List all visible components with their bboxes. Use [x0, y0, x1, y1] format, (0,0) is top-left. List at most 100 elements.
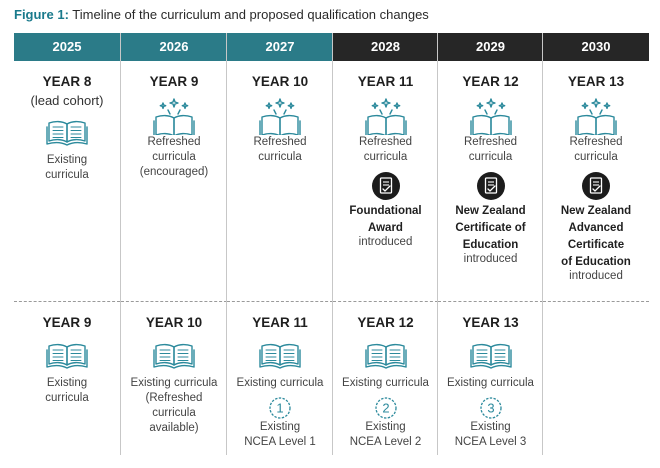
ncea-level-number: 3: [487, 401, 494, 416]
curricula-text: Existing: [46, 377, 88, 389]
column-2029: 2029 YEAR 12 Refreshed curricula New Zealand…: [437, 33, 543, 455]
year-header-2026: 2026: [121, 33, 227, 61]
column-2025: 2025 YEAR 8 (lead cohort) Existing curricula…: [14, 33, 120, 455]
ncea-text: Existing: [470, 421, 511, 433]
year-level-label: YEAR 13: [567, 74, 625, 89]
lead-cohort-label: (lead cohort): [30, 93, 104, 108]
certificate-badge-icon: [476, 172, 505, 200]
top-cell-2029: YEAR 12 Refreshed curricula New Zealand Cert…: [438, 61, 543, 301]
figure-title: Figure 1: Timeline of the curriculum and…: [14, 7, 429, 22]
introduced-text: introduced: [358, 236, 413, 248]
qualification-name: Advanced: [568, 222, 624, 234]
sparkle-book-icon: [259, 98, 301, 135]
introduced-text: introduced: [569, 270, 623, 282]
curricula-text: (encouraged): [139, 166, 209, 178]
qualification-name: Certificate of: [455, 222, 526, 234]
figure-label: Figure 1:: [14, 7, 69, 22]
curricula-text: Existing curricula: [130, 377, 218, 389]
year-level-label: YEAR 12: [462, 74, 519, 89]
curricula-text: curricula: [363, 151, 408, 163]
qualification-name: New Zealand: [455, 205, 526, 217]
open-book-icon: [469, 343, 512, 369]
ncea-level-number: 1: [276, 401, 283, 416]
column-2027: 2027 YEAR 10 Refreshed curricula YEAR 11 Exis…: [226, 33, 333, 455]
certificate-badge-icon: [582, 172, 610, 200]
curricula-text: available): [149, 422, 199, 434]
year-level-label: YEAR 11: [357, 74, 414, 89]
bottom-cell-2026: YEAR 10 Existing curricula (Refreshed curri…: [121, 301, 227, 456]
curricula-text: (Refreshed: [145, 392, 203, 404]
open-book-icon: [364, 343, 407, 369]
curricula-text: curricula: [152, 407, 196, 419]
bottom-cell-2027: YEAR 11 Existing curricula 1 Existing NCEA L…: [227, 301, 333, 456]
ncea-text: NCEA Level 3: [454, 436, 527, 448]
open-book-icon: [153, 343, 195, 369]
year-level-label: YEAR 12: [357, 315, 414, 330]
qualification-name: New Zealand: [560, 205, 632, 217]
curricula-text: Existing: [46, 154, 88, 166]
year-header-2027: 2027: [227, 33, 333, 61]
year-level-label: YEAR 10: [145, 315, 203, 330]
year-level-label: YEAR 8: [42, 74, 92, 89]
curricula-text: Refreshed: [147, 136, 201, 148]
open-book-icon: [259, 343, 301, 369]
ncea-text: NCEA Level 2: [349, 436, 422, 448]
curricula-text: curricula: [574, 151, 618, 163]
top-cell-2028: YEAR 11 Refreshed curricula Foundational Awa…: [333, 61, 438, 301]
ncea-text: NCEA Level 1: [244, 436, 316, 448]
curricula-text: curricula: [258, 151, 302, 163]
open-book-icon: [46, 120, 88, 146]
bottom-cell-2028: YEAR 12 Existing curricula 2 Existing NCEA L…: [333, 301, 438, 456]
curricula-text: Existing curricula: [342, 377, 429, 389]
ncea-level-icon: 1: [269, 397, 291, 419]
qualification-name: of Education: [561, 256, 631, 268]
curricula-text: Refreshed: [463, 136, 518, 148]
year-level-label: YEAR 11: [252, 315, 308, 330]
open-book-icon: [46, 343, 88, 369]
ncea-text: Existing: [365, 421, 406, 433]
bottom-cell-2030: [543, 301, 649, 456]
year-level-label: YEAR 10: [251, 74, 309, 89]
year-level-label: YEAR 9: [42, 315, 92, 330]
sparkle-book-icon: [469, 98, 512, 135]
curricula-text: Refreshed: [358, 136, 413, 148]
figure-title-text: Timeline of the curriculum and proposed …: [72, 7, 429, 22]
qualification-name: Award: [368, 222, 403, 234]
year-level-label: YEAR 9: [149, 74, 199, 89]
sparkle-book-icon: [153, 98, 195, 135]
ncea-text: Existing: [259, 421, 301, 433]
curricula-text: Refreshed: [253, 136, 307, 148]
top-cell-2030: YEAR 13 Refreshed curricula New Zealand Adva…: [543, 61, 649, 301]
curricula-text: curricula: [152, 151, 196, 163]
sparkle-book-icon: [364, 98, 407, 135]
qualification-name: Education: [462, 239, 519, 251]
curricula-text: Existing curricula: [447, 377, 534, 389]
curricula-text: curricula: [45, 392, 89, 404]
bottom-cell-2025: YEAR 9 Existing curricula: [14, 301, 120, 456]
column-2026: 2026 YEAR 9 Refreshed curricula (encouraged)…: [120, 33, 227, 455]
curricula-text: curricula: [45, 169, 89, 181]
column-2030: 2030 YEAR 13 Refreshed curricula New Zealand…: [542, 33, 649, 455]
curricula-text: Refreshed: [569, 136, 623, 148]
year-header-2029: 2029: [438, 33, 543, 61]
column-2028: 2028 YEAR 11 Refreshed curricula Foundationa…: [332, 33, 438, 455]
top-cell-2025: YEAR 8 (lead cohort) Existing curricula: [14, 61, 120, 301]
sparkle-book-icon: [575, 98, 617, 135]
curricula-text: curricula: [468, 151, 513, 163]
introduced-text: introduced: [463, 253, 518, 265]
year-header-2028: 2028: [333, 33, 438, 61]
curricula-text: Existing curricula: [236, 377, 324, 389]
year-header-2030: 2030: [543, 33, 649, 61]
top-cell-2026: YEAR 9 Refreshed curricula (encouraged): [121, 61, 227, 301]
timeline-grid: 2025 YEAR 8 (lead cohort) Existing curricula…: [14, 33, 649, 455]
ncea-level-icon: 3: [479, 397, 502, 419]
qualification-name: Foundational: [349, 205, 422, 217]
year-level-label: YEAR 13: [462, 315, 519, 330]
bottom-cell-2029: YEAR 13 Existing curricula 3 Existing NCEA L…: [438, 301, 543, 456]
ncea-level-number: 2: [382, 401, 389, 416]
year-header-2025: 2025: [14, 33, 120, 61]
top-cell-2027: YEAR 10 Refreshed curricula: [227, 61, 333, 301]
certificate-badge-icon: [371, 172, 400, 200]
ncea-level-icon: 2: [374, 397, 397, 419]
qualification-name: Certificate: [567, 239, 625, 251]
